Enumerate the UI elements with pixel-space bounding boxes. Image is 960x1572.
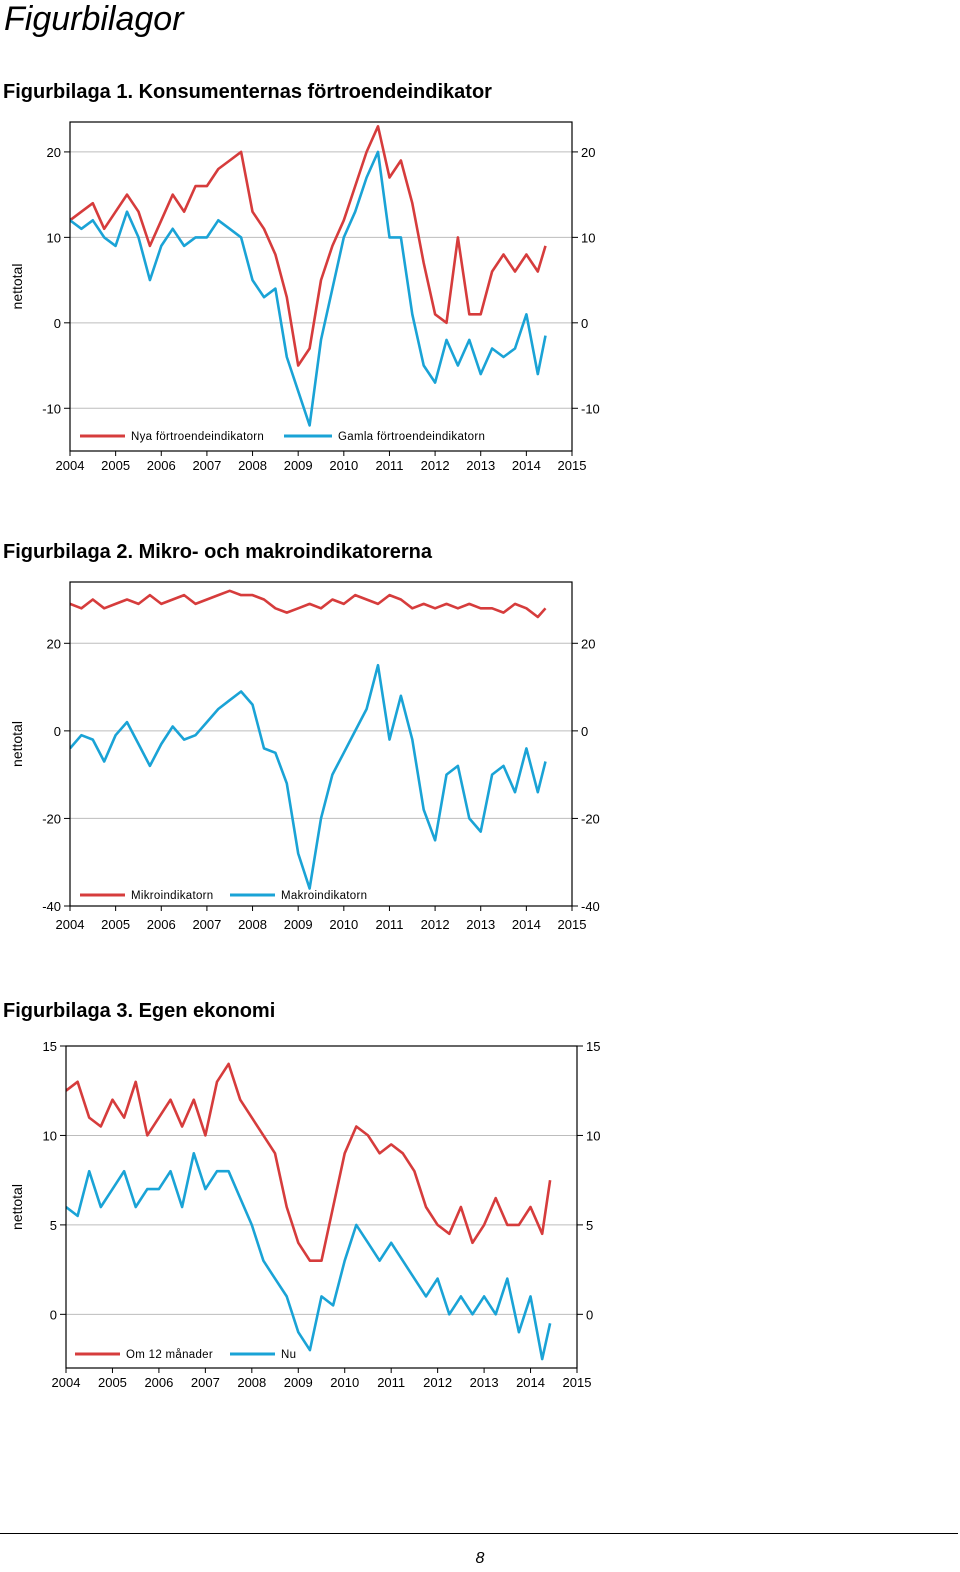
- legend-label: Nu: [281, 1349, 296, 1361]
- y-tick-label: 20: [47, 636, 61, 651]
- x-tick-label: 2008: [237, 1375, 266, 1390]
- plot-frame: [69, 581, 573, 907]
- y-tick-label-right: -20: [581, 811, 600, 826]
- y-tick-label-right: 15: [586, 1039, 600, 1054]
- y-axis-label: nettotal: [9, 264, 25, 310]
- x-tick-label: 2012: [421, 458, 450, 473]
- y-tick-label-right: 5: [586, 1218, 593, 1233]
- y-tick-label: -20: [42, 811, 61, 826]
- y-tick-label-right: 10: [581, 230, 595, 245]
- y-tick-label-right: 0: [581, 724, 588, 739]
- figure-3-title: Figurbilaga 3. Egen ekonomi: [3, 1000, 276, 1022]
- legend-label: Mikroindikatorn: [131, 890, 213, 902]
- y-tick-label: 10: [43, 1128, 57, 1143]
- y-tick-label-right: 10: [586, 1128, 600, 1143]
- page-number: 8: [475, 1550, 485, 1567]
- legend-label: Makroindikatorn: [281, 890, 367, 902]
- legend-label: Nya förtroendeindikatorn: [131, 431, 264, 443]
- x-tick-label: 2015: [558, 917, 587, 932]
- x-tick-label: 2009: [284, 458, 313, 473]
- y-tick-label: -10: [42, 401, 61, 416]
- y-tick-label: 15: [43, 1039, 57, 1054]
- y-axis-label: nettotal: [9, 721, 25, 767]
- x-tick-label: 2013: [466, 458, 495, 473]
- figure-3-chart: 0 0 5 5 10 10 15 15 2004 2005 2006 2007 2008 2009 2010…: [9, 1039, 600, 1390]
- y-tick-label-right: 20: [581, 636, 595, 651]
- legend-label: Gamla förtroendeindikatorn: [338, 431, 485, 443]
- series-line-red: [70, 589, 547, 619]
- series-line-red: [66, 1062, 552, 1262]
- x-tick-label: 2015: [558, 458, 587, 473]
- x-tick-label: 2004: [52, 1375, 81, 1390]
- x-tick-label: 2011: [375, 458, 403, 473]
- x-tick-label: 2009: [284, 917, 313, 932]
- footer-rule: [0, 1533, 958, 1534]
- plot-frame: [65, 1045, 578, 1369]
- x-tick-label: 2013: [470, 1375, 499, 1390]
- x-tick-label: 2005: [98, 1375, 127, 1390]
- series-line-red: [70, 125, 547, 367]
- x-tick-label: 2010: [330, 1375, 359, 1390]
- figure-1-title: Figurbilaga 1. Konsumenternas förtroende…: [3, 81, 492, 103]
- x-tick-label: 2010: [329, 917, 358, 932]
- y-axis-label: nettotal: [9, 1184, 25, 1230]
- y-tick-label: 5: [50, 1218, 57, 1233]
- x-tick-label: 2005: [101, 458, 130, 473]
- series-line-blue: [70, 663, 547, 890]
- x-tick-label: 2011: [377, 1375, 405, 1390]
- x-tick-label: 2014: [516, 1375, 545, 1390]
- x-tick-label: 2013: [466, 917, 495, 932]
- page-heading: Figurbilagor: [4, 0, 184, 38]
- figure-1-chart: -10 -10 0 0 10 10 20 20 2004 2005 2006 2007 2008 2009…: [9, 121, 600, 473]
- y-tick-label: 20: [47, 145, 61, 160]
- x-tick-label: 2006: [144, 1375, 173, 1390]
- x-tick-label: 2008: [238, 458, 267, 473]
- y-tick-label-right: 0: [581, 316, 588, 331]
- x-tick-label: 2005: [101, 917, 130, 932]
- y-tick-label-right: 0: [586, 1307, 593, 1322]
- x-tick-label: 2007: [192, 917, 221, 932]
- x-tick-label: 2004: [56, 917, 85, 932]
- x-tick-label: 2006: [147, 458, 176, 473]
- x-tick-label: 2007: [192, 458, 221, 473]
- y-tick-label: 0: [50, 1307, 57, 1322]
- x-tick-label: 2009: [284, 1375, 313, 1390]
- y-tick-label: 0: [54, 316, 61, 331]
- x-tick-label: 2004: [56, 458, 85, 473]
- x-tick-label: 2007: [191, 1375, 220, 1390]
- x-tick-label: 2014: [512, 458, 541, 473]
- y-tick-label: 0: [54, 724, 61, 739]
- x-tick-label: 2006: [147, 917, 176, 932]
- x-tick-label: 2012: [423, 1375, 452, 1390]
- x-tick-label: 2008: [238, 917, 267, 932]
- x-tick-label: 2014: [512, 917, 541, 932]
- plot-frame: [69, 121, 573, 452]
- y-tick-label: -40: [42, 899, 61, 914]
- legend-label: Om 12 månader: [126, 1349, 213, 1361]
- figure-2-chart: -40 -40 -20 -20 0 0 20 20 2004 2005 2006 2007 2008 20…: [9, 581, 600, 932]
- x-tick-label: 2011: [375, 917, 403, 932]
- figure-2-title: Figurbilaga 2. Mikro- och makroindikator…: [3, 541, 432, 563]
- y-tick-label-right: -40: [581, 899, 600, 914]
- x-tick-label: 2010: [329, 458, 358, 473]
- series-line-blue: [66, 1152, 552, 1361]
- y-tick-label-right: -10: [581, 401, 600, 416]
- y-tick-label: 10: [47, 230, 61, 245]
- x-tick-label: 2015: [563, 1375, 592, 1390]
- series-line-blue: [70, 150, 547, 427]
- x-tick-label: 2012: [421, 917, 450, 932]
- y-tick-label-right: 20: [581, 145, 595, 160]
